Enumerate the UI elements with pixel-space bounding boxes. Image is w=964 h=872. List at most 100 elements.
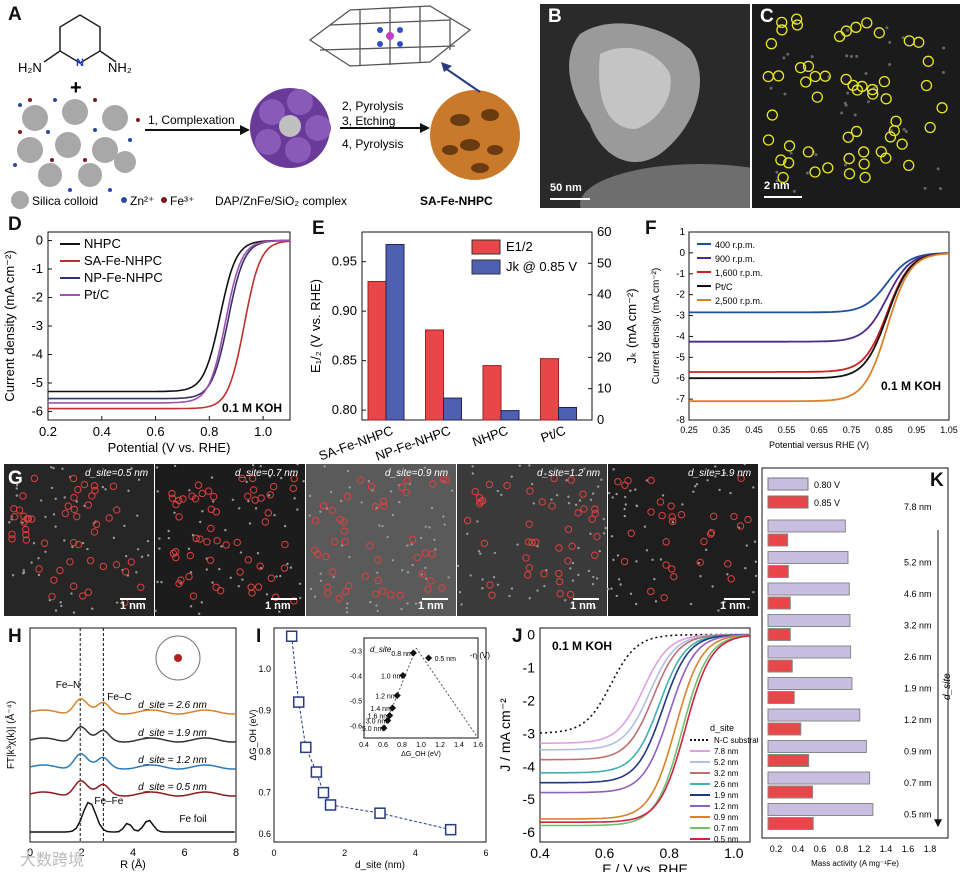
atom-marker <box>175 513 183 521</box>
y2-tick-label: 10 <box>597 381 611 396</box>
y-tick-label: -5 <box>523 791 536 807</box>
scale-bar-line <box>724 598 750 600</box>
single-atom-marker <box>766 109 778 121</box>
step-4-label: 4, Pyrolysis <box>342 137 403 151</box>
single-atom-marker <box>794 61 807 74</box>
atom-marker <box>194 481 203 489</box>
bar-080v <box>767 614 851 627</box>
atom-marker <box>621 481 629 489</box>
inset-x-tick-label: 0.4 <box>359 742 369 749</box>
panel-label-j: J <box>512 626 523 647</box>
data-point <box>300 741 312 754</box>
inset-y-tick-label: -0.5 <box>350 699 362 706</box>
legend-label: 5.2 nm <box>714 758 739 767</box>
panel-c-haadf-image <box>752 4 960 208</box>
series-line <box>29 726 237 743</box>
atom-marker <box>379 497 388 506</box>
scale-bar-line <box>573 598 599 600</box>
atom-marker <box>70 493 78 502</box>
atom-marker <box>61 509 69 518</box>
atom-marker <box>471 487 479 496</box>
atom-marker <box>137 583 145 591</box>
x-tick-label: 1.4 <box>880 844 893 854</box>
panel-d-chart: 0.2 0.4 0.6 0.8 1.0 0 -1 -2 -3 -4 -5 -6 NHPC SA-Fe-NH… <box>2 231 291 455</box>
atom-marker <box>727 575 735 583</box>
atom-marker <box>56 566 64 575</box>
single-atom-marker <box>811 91 823 103</box>
y-tick-label: -3 <box>31 318 43 333</box>
series-line-Pt/C <box>48 239 290 404</box>
atom-marker <box>503 481 511 490</box>
bar-085v <box>767 533 789 547</box>
series-label: d_site = 2.6 nm <box>138 700 207 711</box>
y-tick-label: -2 <box>31 290 43 305</box>
atom-marker <box>662 538 670 546</box>
series-line <box>540 634 750 784</box>
atom-marker <box>380 502 388 510</box>
step-2-label: 2, Pyrolysis <box>342 99 403 113</box>
atom-marker <box>524 538 533 546</box>
atom-marker <box>64 502 72 510</box>
y2-tick-label: 40 <box>597 287 611 302</box>
atom-marker <box>526 487 534 495</box>
atom-marker <box>177 576 185 584</box>
single-atom-marker <box>924 121 936 134</box>
plot-frame <box>273 627 487 843</box>
y2-tick-label: 0 <box>597 412 604 427</box>
atom-marker <box>8 535 16 543</box>
atom-marker <box>567 476 575 484</box>
panel-label-f: F <box>645 218 657 239</box>
category-label: 4.6 nm <box>904 589 932 599</box>
atom-marker <box>593 532 601 541</box>
x-tick-label: 0 <box>271 848 276 858</box>
atom-marker <box>670 572 678 581</box>
atom-marker <box>238 474 246 483</box>
bar-e12 <box>540 358 559 421</box>
data-point <box>285 630 298 642</box>
atom-marker <box>281 540 289 549</box>
atom-marker <box>669 517 677 526</box>
y-tick-label: -6 <box>676 373 685 384</box>
atom-marker <box>656 498 665 506</box>
atom-marker <box>248 589 256 597</box>
inset-point <box>384 716 392 725</box>
inset-x-tick-label: 1.2 <box>435 742 445 749</box>
atom-marker <box>179 495 187 503</box>
atom-marker <box>677 511 686 519</box>
category-label: 1.9 nm <box>904 684 932 694</box>
x-tick-label: 1.6 <box>902 844 915 854</box>
atom-marker <box>548 502 556 510</box>
atom-marker <box>620 557 629 566</box>
atom-marker <box>696 558 704 567</box>
legend-swatch <box>471 259 501 275</box>
x-tick-label: 0.8 <box>200 424 218 439</box>
amine-left: H₂N <box>18 60 42 75</box>
atom-marker <box>207 524 215 533</box>
y2-axis-label: Jₖ (mA cm⁻²) <box>624 288 639 363</box>
series-line-900 r.p.m. <box>689 252 950 343</box>
single-atom-marker <box>880 93 892 105</box>
atom-marker <box>175 496 183 505</box>
panel-k-chart: 0.80 V 0.85 V 7.8 nm 5.2 nm 4.6 nm 3.2 nm 2.6 … <box>761 467 953 868</box>
single-atom-marker <box>840 25 852 37</box>
category-label: 7.8 nm <box>904 502 932 512</box>
category-label: NHPC <box>470 423 510 450</box>
atom-marker <box>203 538 211 546</box>
atom-marker <box>23 515 31 523</box>
single-atom-marker <box>776 24 788 36</box>
y-tick-label: 0 <box>527 627 535 643</box>
micrograph-4 <box>457 464 607 616</box>
atom-marker <box>330 538 339 546</box>
panel-label-i: I <box>256 626 262 647</box>
amine-right: NH₂ <box>108 60 132 75</box>
bar-085v <box>767 817 814 830</box>
legend-label: 1,600 r.p.m. <box>715 268 763 278</box>
x-tick-label: 0 <box>27 847 33 859</box>
single-atom-marker <box>851 84 864 96</box>
series-line-2,500 r.p.m. <box>689 252 950 403</box>
atom-marker <box>522 554 530 562</box>
atom-marker <box>271 593 280 601</box>
bar-080v <box>767 645 852 659</box>
atom-marker <box>662 561 670 569</box>
atom-marker <box>555 544 563 552</box>
